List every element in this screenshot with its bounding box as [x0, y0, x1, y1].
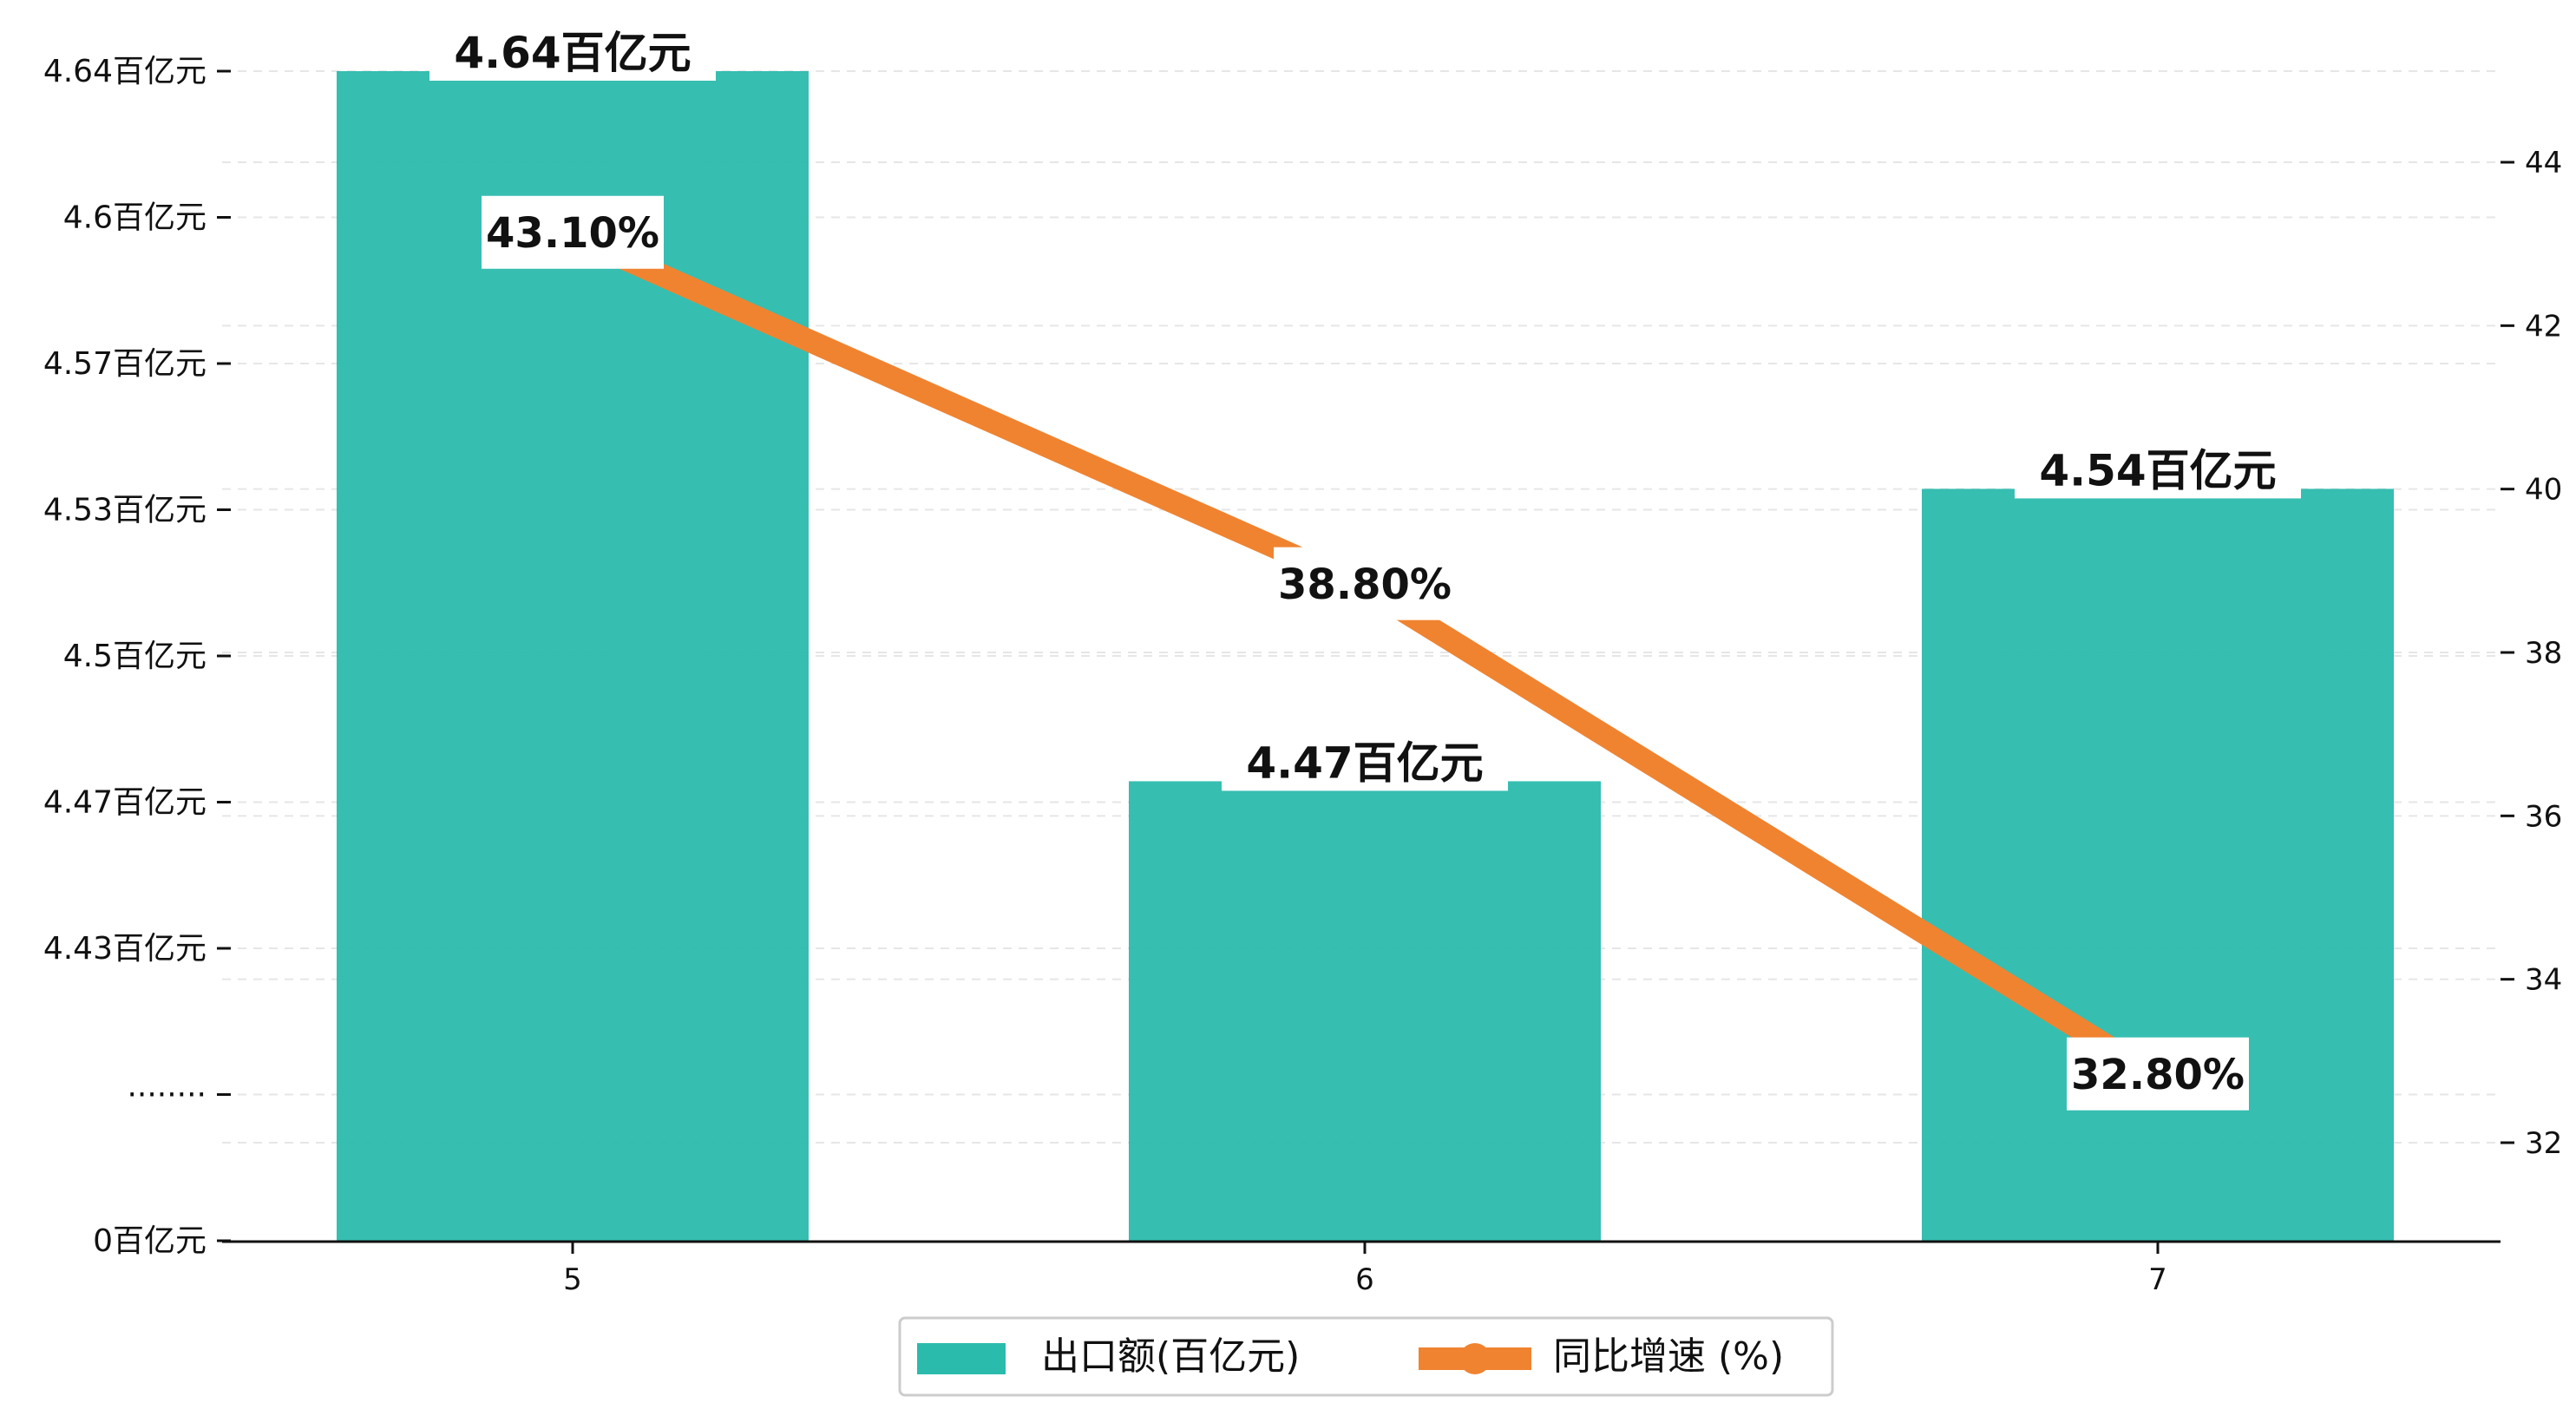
right-tick-label: 44	[2525, 146, 2562, 180]
left-tick-label: 4.6百亿元	[63, 200, 206, 236]
bar-7	[1922, 488, 2394, 1242]
right-tick-label: 42	[2525, 309, 2562, 344]
legend-swatch-marker	[1459, 1343, 1491, 1374]
x-tick-label: 7	[2148, 1262, 2167, 1297]
right-tick-label: 34	[2525, 963, 2562, 998]
growth-value-label-box	[2067, 1037, 2249, 1111]
legend: 出口额(百亿元) 同比增速 (%)	[898, 1316, 1834, 1397]
right-tick-label: 32	[2525, 1126, 2562, 1161]
right-tick-label: 40	[2525, 473, 2562, 508]
right-tick-label: 36	[2525, 799, 2562, 834]
x-tick-label: 5	[563, 1262, 582, 1297]
left-tick-label: 4.47百亿元	[43, 785, 206, 821]
bar-value-label: 4.54百亿元	[2039, 445, 2276, 495]
growth-value-label: 38.80%	[1278, 560, 1452, 609]
left-tick-label: 4.64百亿元	[43, 54, 206, 89]
growth-value-label: 32.80%	[2071, 1051, 2245, 1099]
growth-value-label-box	[482, 195, 664, 269]
bar-value-label-box	[2015, 441, 2301, 499]
bar-value-label-box	[429, 23, 716, 81]
left-tick-label: 4.57百亿元	[43, 346, 206, 382]
left-tick-label: 4.43百亿元	[43, 931, 206, 967]
left-tick-label: 4.5百亿元	[63, 639, 206, 674]
x-tick-label: 6	[1355, 1262, 1374, 1297]
data-labels: 4.64百亿元 4.47百亿元 4.54百亿元 43.10% 38.80% 32.80%	[429, 23, 2301, 1111]
bar-6	[1129, 781, 1601, 1242]
legend-label-line: 同比增速 (%)	[1553, 1334, 1784, 1379]
bar-value-label: 4.47百亿元	[1246, 738, 1483, 788]
legend-label-bar: 出口额(百亿元)	[1041, 1334, 1300, 1379]
growth-value-label-box	[1274, 547, 1456, 620]
bar-value-label: 4.64百亿元	[454, 28, 691, 78]
axes: 4.64百亿元 4.6百亿元 4.57百亿元 4.53百亿元 4.5百亿元 4.47百亿元…	[43, 54, 2562, 1297]
legend-box	[898, 1316, 1834, 1397]
right-tick-label: 38	[2525, 636, 2562, 671]
growth-value-label: 43.10%	[486, 209, 659, 258]
bar-value-label-box	[1222, 733, 1508, 791]
left-tick-label: 0百亿元	[93, 1223, 206, 1259]
legend-swatch-bar	[917, 1343, 1006, 1374]
left-tick-label: ········	[127, 1078, 206, 1113]
left-tick-label: 4.53百亿元	[43, 493, 206, 528]
